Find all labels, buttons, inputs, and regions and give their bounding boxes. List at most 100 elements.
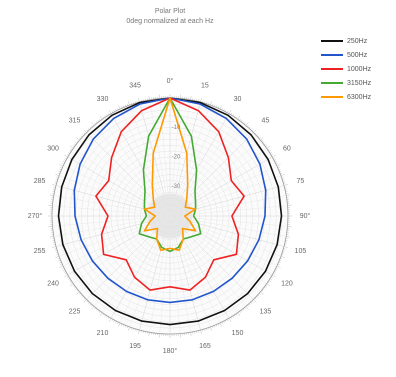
polar-tick-mark [277,167,280,169]
polar-tick-mark [82,296,84,298]
polar-spoke [73,148,152,204]
polar-spoke [173,238,191,333]
polar-tick-mark [102,116,105,119]
angle-tick-label: 270° [28,212,43,220]
polar-tick-mark [95,308,98,311]
polar-tick-mark [225,109,227,112]
polar-tick-mark [102,313,105,316]
polar-tick-mark [72,145,75,147]
polar-tick-mark [108,317,110,319]
polar-tick-mark [244,307,246,310]
polar-tick-mark [83,129,87,133]
polar-tick-mark [118,105,121,110]
polar-tick-mark [247,125,249,128]
polar-tick-mark [237,115,241,120]
polar-tick-mark [286,194,291,196]
polar-spoke [190,223,281,257]
polar-tick-mark [76,137,80,141]
angle-tick-label: 15 [201,82,209,89]
polar-tick-mark [121,106,123,109]
polar-tick-mark [62,269,65,271]
polar-tick-mark [97,120,100,122]
polar-tick-mark [217,106,219,109]
polar-tick-mark [280,256,285,258]
polar-spoke [192,219,287,237]
polar-ring [157,203,182,228]
polar-tick-mark [257,294,260,297]
polar-tick-mark [204,328,206,331]
polar-tick-mark [74,286,76,289]
polar-tick-mark [281,254,284,256]
polar-tick-mark [240,310,243,312]
polar-spoke [182,234,238,313]
polar-tick-mark [134,328,136,331]
polar-tick-mark [58,170,61,172]
angle-tick-label: 195 [129,343,141,350]
polar-tick-mark [247,304,249,307]
series-line-3150hz [138,97,202,253]
polar-tick-mark [208,102,210,105]
polar-tick-mark [52,184,57,186]
polar-tick-mark [67,154,69,156]
polar-tick-mark [256,134,258,136]
angle-tick-label: 30 [234,96,242,103]
polar-tick-mark [132,101,134,104]
polar-tick-mark [97,310,100,312]
polar-tick-mark [122,105,125,108]
polar-tick-mark [122,324,125,327]
polar-tick-mark [206,101,208,104]
polar-tick-mark [274,271,277,273]
polar-ring [163,209,177,223]
polar-tick-mark [282,178,285,180]
polar-tick-mark [245,122,249,126]
polar-tick-mark [83,297,86,300]
polar-spoke [190,175,281,209]
polar-tick-mark [210,101,212,106]
polar-tick-mark [261,290,264,292]
polar-tick-mark [82,134,84,136]
angle-tick-label: 135 [260,308,272,315]
polar-tick-mark [104,115,106,118]
polar-tick-mark [70,148,73,151]
polar-tick-mark [124,104,126,107]
polar-tick-mark [76,290,79,292]
polar-spoke [149,99,167,194]
polar-tick-mark [277,263,280,265]
polar-tick-mark [268,150,271,152]
polar-tick-mark [234,115,236,118]
polar-tick-mark [106,114,108,117]
polar-tick-mark [64,274,68,278]
polar-tick-mark [55,250,58,252]
polar-tick-mark [258,137,261,139]
angle-tick-label: 255 [34,248,46,255]
polar-tick-mark [256,296,258,298]
polar-tick-mark [126,103,128,106]
polar-tick-mark [79,293,82,295]
polar-spoke [52,217,148,227]
polar-tick-mark [64,157,67,159]
polar-spoke [190,225,278,267]
angle-tick-label: 60 [283,145,291,152]
polar-spoke [139,101,165,195]
angle-tick-label: 330 [97,96,109,103]
polar-spoke [110,113,159,197]
polar-tick-mark [234,314,236,317]
polar-tick-mark [108,318,112,322]
polar-spoke [102,119,158,198]
polar-tick-mark [55,252,58,254]
polar-tick-mark [232,315,234,318]
polar-tick-mark [286,236,291,238]
polar-spoke [53,219,148,237]
polar-tick-mark [261,140,264,142]
polar-tick-mark [275,161,278,163]
polar-spoke [59,223,150,257]
polar-tick-mark [250,128,252,130]
polar-spoke [86,231,155,300]
polar-tick-mark [267,148,270,151]
polar-tick-mark [230,113,232,115]
polar-tick-mark [111,319,113,322]
angle-tick-label: 300 [47,145,59,152]
polar-tick-mark [279,260,282,262]
polar-tick-mark [136,100,138,103]
polar-tick-mark [62,163,65,165]
